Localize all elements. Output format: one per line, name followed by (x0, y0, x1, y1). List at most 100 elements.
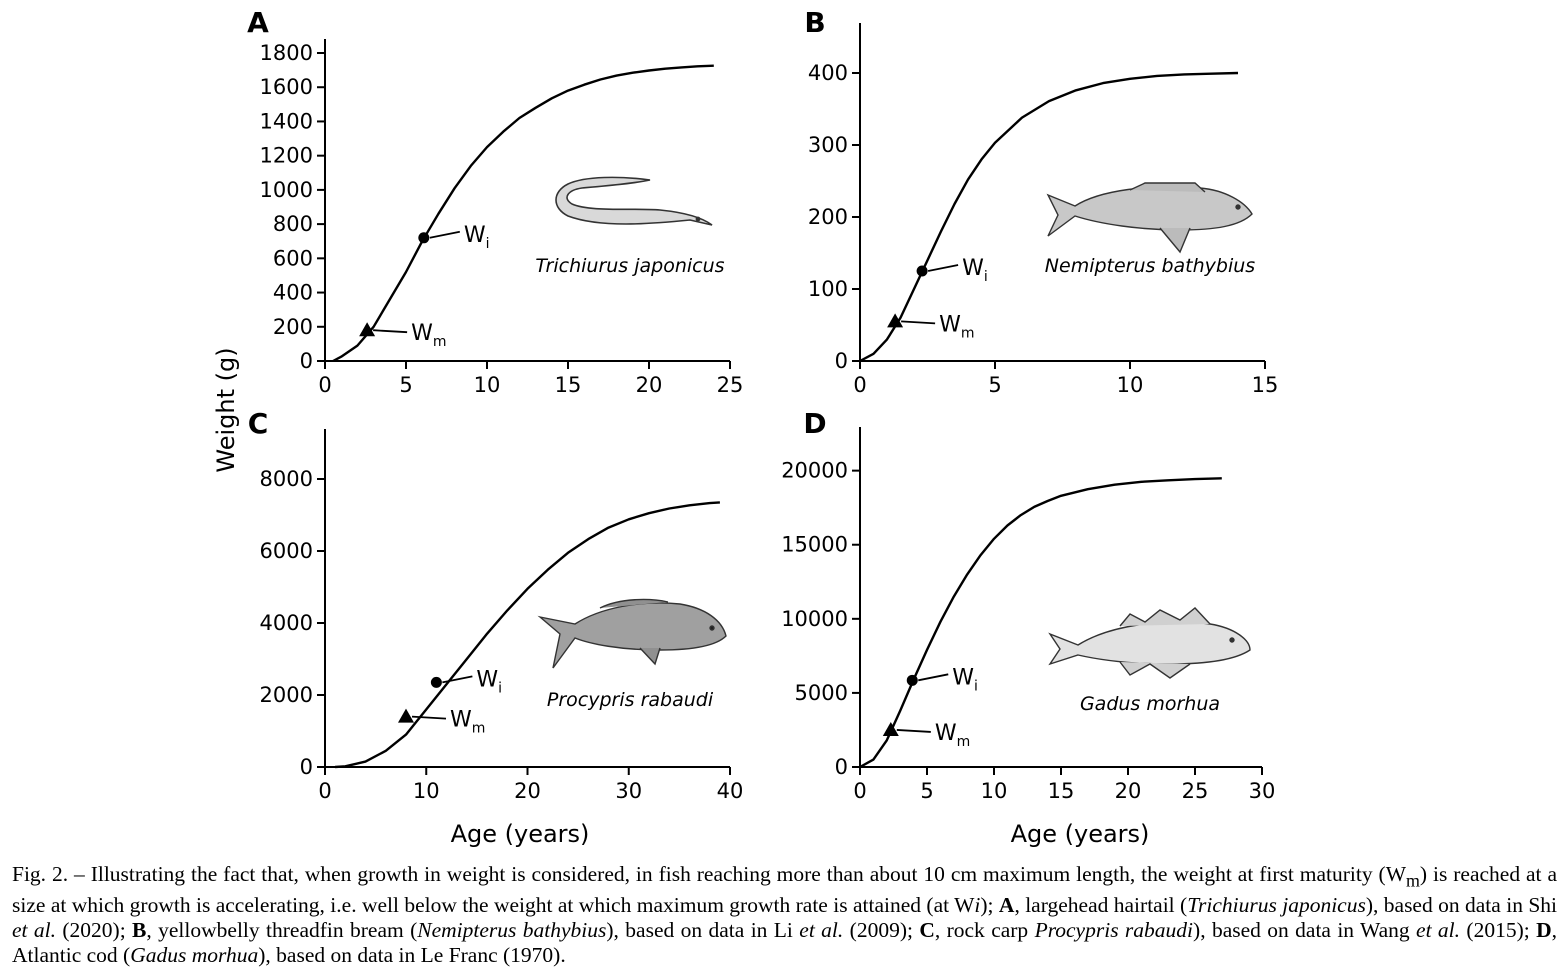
caption-text-3: ); (980, 893, 999, 918)
panel-b: B 0 100 200 300 400 0 5 10 15 Wi Wm Nemipterus bathy… (804, 6, 1278, 397)
x-tick-label-c: 30 (615, 779, 642, 803)
x-tick-label-b: 0 (853, 373, 866, 397)
growth-curve-b (859, 71, 1239, 363)
x-tick-label-d: 25 (1182, 779, 1209, 803)
x-tick-label-d: 30 (1249, 779, 1276, 803)
y-tick-label-a: 1400 (260, 109, 313, 133)
marker-wm-b (887, 313, 904, 328)
x-tick-label-a: 15 (555, 373, 582, 397)
caption-c-species: Procypris rabaudi (1034, 918, 1194, 943)
x-tick-label-a: 20 (636, 373, 663, 397)
species-label-a: Trichiurus japonicus (535, 255, 724, 277)
threadfin-bream-illustration (1046, 182, 1253, 254)
y-tick-label-a: 1000 (260, 178, 313, 202)
growth-curve-c (335, 501, 720, 769)
caption-c-text-2: ), based on data in Wang (1193, 918, 1417, 943)
y-tick-label-a: 200 (273, 315, 313, 339)
marker-leader-wm-b (901, 320, 936, 325)
marker-leader-wm-c (411, 715, 447, 720)
x-tick-label-b: 10 (1117, 373, 1144, 397)
panel-letter-c: C (248, 407, 269, 440)
caption-c-ref: (2015); (1460, 918, 1537, 943)
marker-label-wm-a: Wm (411, 321, 446, 350)
x-tick-label-b: 15 (1252, 373, 1279, 397)
species-label-d: Gadus morhua (1080, 693, 1220, 715)
x-tick-label-d: 20 (1115, 779, 1142, 803)
caption-a-text-2: ), based on data in Shi (1365, 893, 1558, 918)
y-tick-label-a: 400 (273, 281, 313, 305)
figure-caption: Fig. 2. – Illustrating the fact that, wh… (12, 862, 1557, 968)
caption-a-species: Trichiurus japonicus (1187, 893, 1366, 918)
caption-b-species: Nemipterus bathybius (417, 918, 607, 943)
figure: Weight (g) Age (years) Age (years) A0200… (212, 6, 1278, 848)
caption-letter-c: C (919, 918, 935, 943)
x-tick-label-d: 5 (920, 779, 933, 803)
x-axis-title-right: Age (years) (1011, 820, 1150, 848)
marker-label-wi-b: Wi (962, 256, 988, 285)
panel-letter-b: B (804, 6, 825, 39)
species-label-b: Nemipterus bathybius (1045, 255, 1256, 277)
y-tick-label-a: 800 (273, 212, 313, 236)
marker-leader-wm-d (896, 729, 931, 733)
marker-label-wi-c: Wi (476, 667, 502, 696)
marker-wm-d (882, 721, 899, 736)
panel-d: D 0 5000 10000 15000 20000 0 5 10 15 20 25 30 Wi Wm Gad… (781, 407, 1275, 803)
caption-d-text-2: ), based on data in Le Franc (1970). (258, 943, 566, 968)
marker-leader-wi-a (429, 230, 460, 239)
y-tick-label-a: 1600 (260, 75, 313, 99)
y-tick-label-b: 0 (835, 349, 848, 373)
marker-label-wm-c: Wm (450, 708, 485, 737)
y-axis-title: Weight (g) (212, 347, 240, 472)
y-tick-label-d: 5000 (795, 681, 848, 705)
y-tick-label-b: 300 (808, 133, 848, 157)
x-tick-label-a: 5 (399, 373, 412, 397)
caption-etal-a: et al. (12, 918, 56, 943)
growth-curve-d (859, 477, 1222, 769)
caption-d-text: , Atlantic cod ( (12, 918, 1557, 968)
atlantic-cod-illustration (1048, 607, 1251, 679)
y-tick-label-a: 600 (273, 246, 313, 270)
caption-fig-label: Fig. 2. (12, 862, 69, 886)
y-tick-label-c: 8000 (260, 467, 313, 491)
caption-etal-b: et al. (799, 918, 844, 943)
y-tick-label-b: 200 (808, 205, 848, 229)
hairtail-illustration (555, 176, 713, 226)
marker-label-wm-d: Wm (935, 721, 970, 750)
caption-b-text: , yellowbelly threadfin bream ( (146, 918, 418, 943)
marker-leader-wi-b (927, 264, 959, 272)
marker-label-wm-b: Wm (939, 312, 974, 341)
y-tick-label-b: 100 (808, 277, 848, 301)
species-label-c: Procypris rabaudi (547, 689, 714, 711)
caption-d-species: Gadus morhua (130, 943, 259, 968)
panel-a: A 0 200 400 600 800 1000 1200 1400 1600 1800 0 5 10 15… (247, 6, 743, 397)
marker-leader-wm-a (373, 329, 408, 334)
marker-wi-a (418, 232, 430, 244)
caption-b-text-2: ), based on data in Li (606, 918, 800, 943)
marker-leader-wi-d (918, 673, 949, 682)
y-tick-label-d: 20000 (781, 459, 848, 483)
x-tick-label-d: 10 (981, 779, 1008, 803)
caption-letter-a: A (998, 893, 1015, 918)
caption-c-text: , rock carp (934, 918, 1035, 943)
y-tick-label-c: 0 (300, 755, 313, 779)
marker-wm-c (398, 708, 414, 723)
growth-curve-a (332, 64, 714, 363)
marker-wm-a (359, 322, 376, 337)
x-tick-label-c: 20 (514, 779, 541, 803)
y-tick-label-d: 10000 (781, 607, 848, 631)
x-tick-label-c: 10 (413, 779, 440, 803)
caption-letter-d: D (1536, 918, 1552, 943)
caption-text-1: – Illustrating the fact that, when growt… (68, 862, 1406, 886)
y-tick-label-b: 400 (808, 61, 848, 85)
caption-subscript-m: m (1405, 870, 1420, 891)
panel-letter-a: A (247, 6, 269, 39)
x-tick-label-d: 15 (1048, 779, 1075, 803)
caption-etal-c: et al. (1416, 918, 1461, 943)
caption-letter-b: B (132, 918, 147, 943)
y-tick-label-c: 2000 (260, 683, 313, 707)
marker-label-wi-d: Wi (952, 665, 978, 694)
caption-a-text: , largehead hairtail ( (1014, 893, 1188, 918)
y-tick-label-a: 1200 (260, 144, 313, 168)
marker-wi-c (430, 676, 442, 688)
rock-carp-illustration (537, 598, 727, 669)
